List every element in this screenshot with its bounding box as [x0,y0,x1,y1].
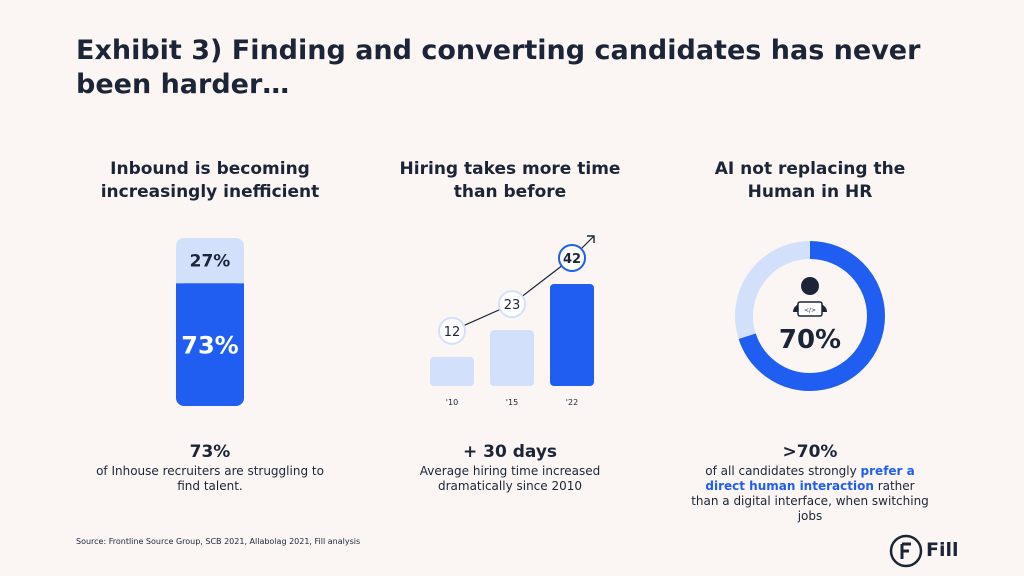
bar [430,356,474,386]
description-highlight: prefer a direct human interaction [705,464,915,493]
donut-center-label: 70% [779,325,841,355]
page-title: Exhibit 3) Finding and converting candid… [76,35,921,100]
tick-label: '22 [566,398,578,407]
value-bubble [438,316,466,345]
panel2-stat: + 30 days [462,442,558,462]
panel1-description: of Inhouse recruiters are struggling to … [96,464,324,493]
trend-arrow-icon [587,235,595,243]
panel3-stat: >70% [782,442,838,462]
description-text: rather than a digital interface, when sw… [691,479,929,523]
tick-label: '15 [506,398,518,407]
panel3-heading: AI not replacing the Human in HR [714,159,906,202]
tick-label: '10 [446,398,458,407]
bar-segment-light [176,238,244,292]
value-bubble [558,244,586,272]
stacked-bar-chart: 27% 73% [176,238,244,406]
description-text: of all candidates strongly [705,464,861,478]
bar [490,330,534,386]
hiring-time-bar-chart: '10 '15 '22 12 23 42 [430,235,595,407]
value-label: 12 [444,325,461,340]
value-label: 23 [504,298,521,313]
donut-arc [735,241,885,391]
fill-logo [889,534,923,568]
logo-text: Fill [926,539,959,561]
developer-person-icon: </> [793,277,827,317]
panel3-description: of all candidates strongly prefer a dire… [690,464,930,524]
panel1-heading: Inbound is becoming increasingly ineffic… [100,159,320,202]
svg-text:</>: </> [804,307,816,314]
segment-label: 73% [181,332,238,360]
trend-line [451,235,595,332]
panel1-stat: 73% [189,442,231,462]
segment-label: 27% [190,252,231,272]
source-note: Source: Frontline Source Group, SCB 2021… [76,537,361,546]
panel2-description: Average hiring time increased dramatical… [419,464,601,493]
bar-segment-dark [176,283,244,406]
panel2-heading: Hiring takes more time than before [399,159,621,202]
value-bubble [498,290,526,319]
bar-segment-dark-cap [176,283,244,292]
donut-chart: </> 70% [735,241,885,391]
bar [550,284,594,386]
value-label: 42 [563,252,581,267]
